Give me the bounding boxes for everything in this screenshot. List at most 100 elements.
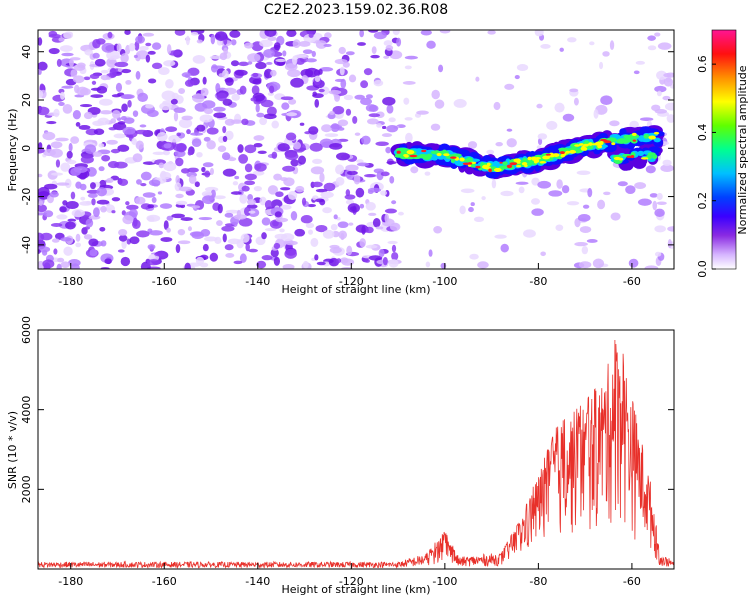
noise-blob <box>567 37 577 43</box>
noise-blob <box>75 242 82 248</box>
noise-blob <box>140 171 152 181</box>
colorbar-tick-label: 0.0 <box>696 260 709 278</box>
noise-blob <box>324 133 339 138</box>
noise-blob <box>213 112 227 119</box>
signal-blob <box>641 157 649 160</box>
noise-blob <box>264 68 273 79</box>
noise-blob <box>654 85 667 93</box>
noise-blob <box>225 209 240 214</box>
spectrogram-x-label: Height of straight line (km) <box>281 283 430 296</box>
noise-blob <box>133 54 138 58</box>
spectrogram-x-tick-label: -180 <box>58 275 83 288</box>
noise-blob <box>329 244 340 249</box>
noise-blob <box>185 35 190 46</box>
noise-blob <box>222 98 233 106</box>
signal-blob <box>643 133 650 139</box>
noise-blob <box>106 139 118 145</box>
spectrogram-x-tick-label: -60 <box>623 275 641 288</box>
noise-blob <box>134 129 149 135</box>
colorbar-tick-label: 0.6 <box>696 55 709 73</box>
noise-blob <box>578 261 592 269</box>
noise-blob <box>285 152 299 161</box>
noise-blob <box>424 171 431 176</box>
noise-blob <box>356 159 364 164</box>
noise-blob <box>318 88 325 93</box>
noise-blob <box>287 190 298 200</box>
noise-blob <box>232 181 239 186</box>
noise-blob <box>230 119 243 124</box>
noise-blob <box>637 198 652 206</box>
snr-x-tick-label: -180 <box>58 575 83 588</box>
noise-blob <box>654 225 666 233</box>
noise-blob <box>324 32 332 39</box>
noise-blob <box>203 107 214 115</box>
noise-blob <box>355 187 365 198</box>
noise-blob <box>191 138 202 147</box>
signal-blob <box>528 161 533 166</box>
noise-blob <box>231 93 240 101</box>
noise-blob <box>218 73 225 78</box>
noise-blob <box>80 155 94 164</box>
noise-blob <box>191 231 205 240</box>
noise-blob <box>554 102 565 113</box>
noise-blob <box>312 91 318 97</box>
noise-blob <box>72 109 81 120</box>
noise-blob <box>38 69 42 75</box>
spectrogram-frame <box>37 29 675 270</box>
noise-blob <box>264 228 277 232</box>
noise-blob <box>319 67 334 72</box>
noise-blob <box>60 91 65 100</box>
signal-blob <box>632 158 647 169</box>
noise-blob <box>83 234 93 240</box>
noise-blob <box>38 37 43 46</box>
noise-blob <box>364 174 376 178</box>
snr-y-ticks: 2000 4000 6000 <box>20 316 674 503</box>
noise-blob <box>229 30 241 38</box>
noise-blob <box>90 182 96 190</box>
noise-blob <box>518 186 525 194</box>
noise-blob <box>63 31 74 39</box>
noise-blob <box>389 175 395 184</box>
noise-blob <box>124 30 131 35</box>
noise-blob <box>248 210 256 214</box>
spectrogram-y-label: Frequency (Hz) <box>6 109 19 192</box>
noise-blob <box>273 242 281 250</box>
noise-blob <box>55 137 69 142</box>
noise-blob <box>252 72 259 78</box>
noise-blob <box>202 162 214 168</box>
noise-blob <box>67 218 77 222</box>
noise-blob <box>579 226 592 234</box>
noise-blob <box>253 142 263 148</box>
noise-blob <box>217 203 223 214</box>
signal-blob <box>616 138 627 144</box>
noise-blob <box>506 128 513 132</box>
noise-blob <box>378 248 385 258</box>
noise-blob <box>241 185 250 192</box>
noise-blob <box>384 208 397 214</box>
noise-blob <box>416 110 429 115</box>
noise-blob <box>361 225 366 235</box>
noise-blob <box>315 40 327 49</box>
noise-blob <box>96 187 108 197</box>
noise-blob <box>178 118 193 129</box>
noise-blob <box>192 54 206 64</box>
signal-blob <box>542 155 551 160</box>
noise-blob <box>147 78 157 84</box>
noise-blob <box>586 239 598 243</box>
noise-blob <box>39 83 45 91</box>
noise-blob <box>364 259 370 263</box>
noise-blob <box>397 211 404 216</box>
noise-blob <box>391 200 397 205</box>
noise-blob <box>112 109 121 119</box>
noise-blob <box>286 112 298 117</box>
noise-blob <box>305 58 317 63</box>
noise-blob <box>196 39 203 44</box>
noise-blob <box>59 45 73 52</box>
snr-y-tick-label: 2000 <box>20 475 33 503</box>
noise-blob <box>559 47 564 52</box>
noise-blob <box>145 54 151 63</box>
noise-blob <box>206 127 219 135</box>
noise-blob <box>368 113 381 118</box>
noise-blob <box>200 87 209 97</box>
noise-blob <box>352 115 358 124</box>
